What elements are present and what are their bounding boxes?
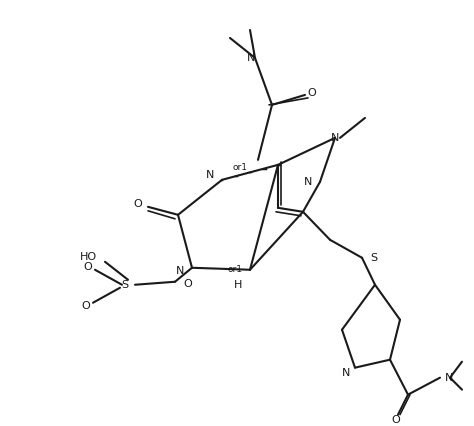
Text: N: N [206, 170, 214, 180]
Text: or1: or1 [228, 265, 243, 274]
Text: N: N [331, 133, 339, 143]
Text: O: O [183, 279, 192, 289]
Text: S: S [121, 280, 128, 290]
Text: or1: or1 [233, 163, 247, 173]
Text: N: N [445, 373, 453, 383]
Text: H: H [234, 280, 242, 290]
Text: O: O [134, 199, 142, 209]
Text: N: N [304, 177, 312, 187]
Text: O: O [82, 301, 91, 311]
Text: N: N [247, 53, 255, 63]
Text: N: N [342, 368, 350, 378]
Text: N: N [176, 266, 184, 276]
Text: O: O [308, 88, 316, 98]
Text: O: O [83, 262, 92, 272]
Text: O: O [392, 414, 401, 425]
Text: S: S [370, 253, 377, 263]
Text: HO: HO [80, 252, 97, 262]
